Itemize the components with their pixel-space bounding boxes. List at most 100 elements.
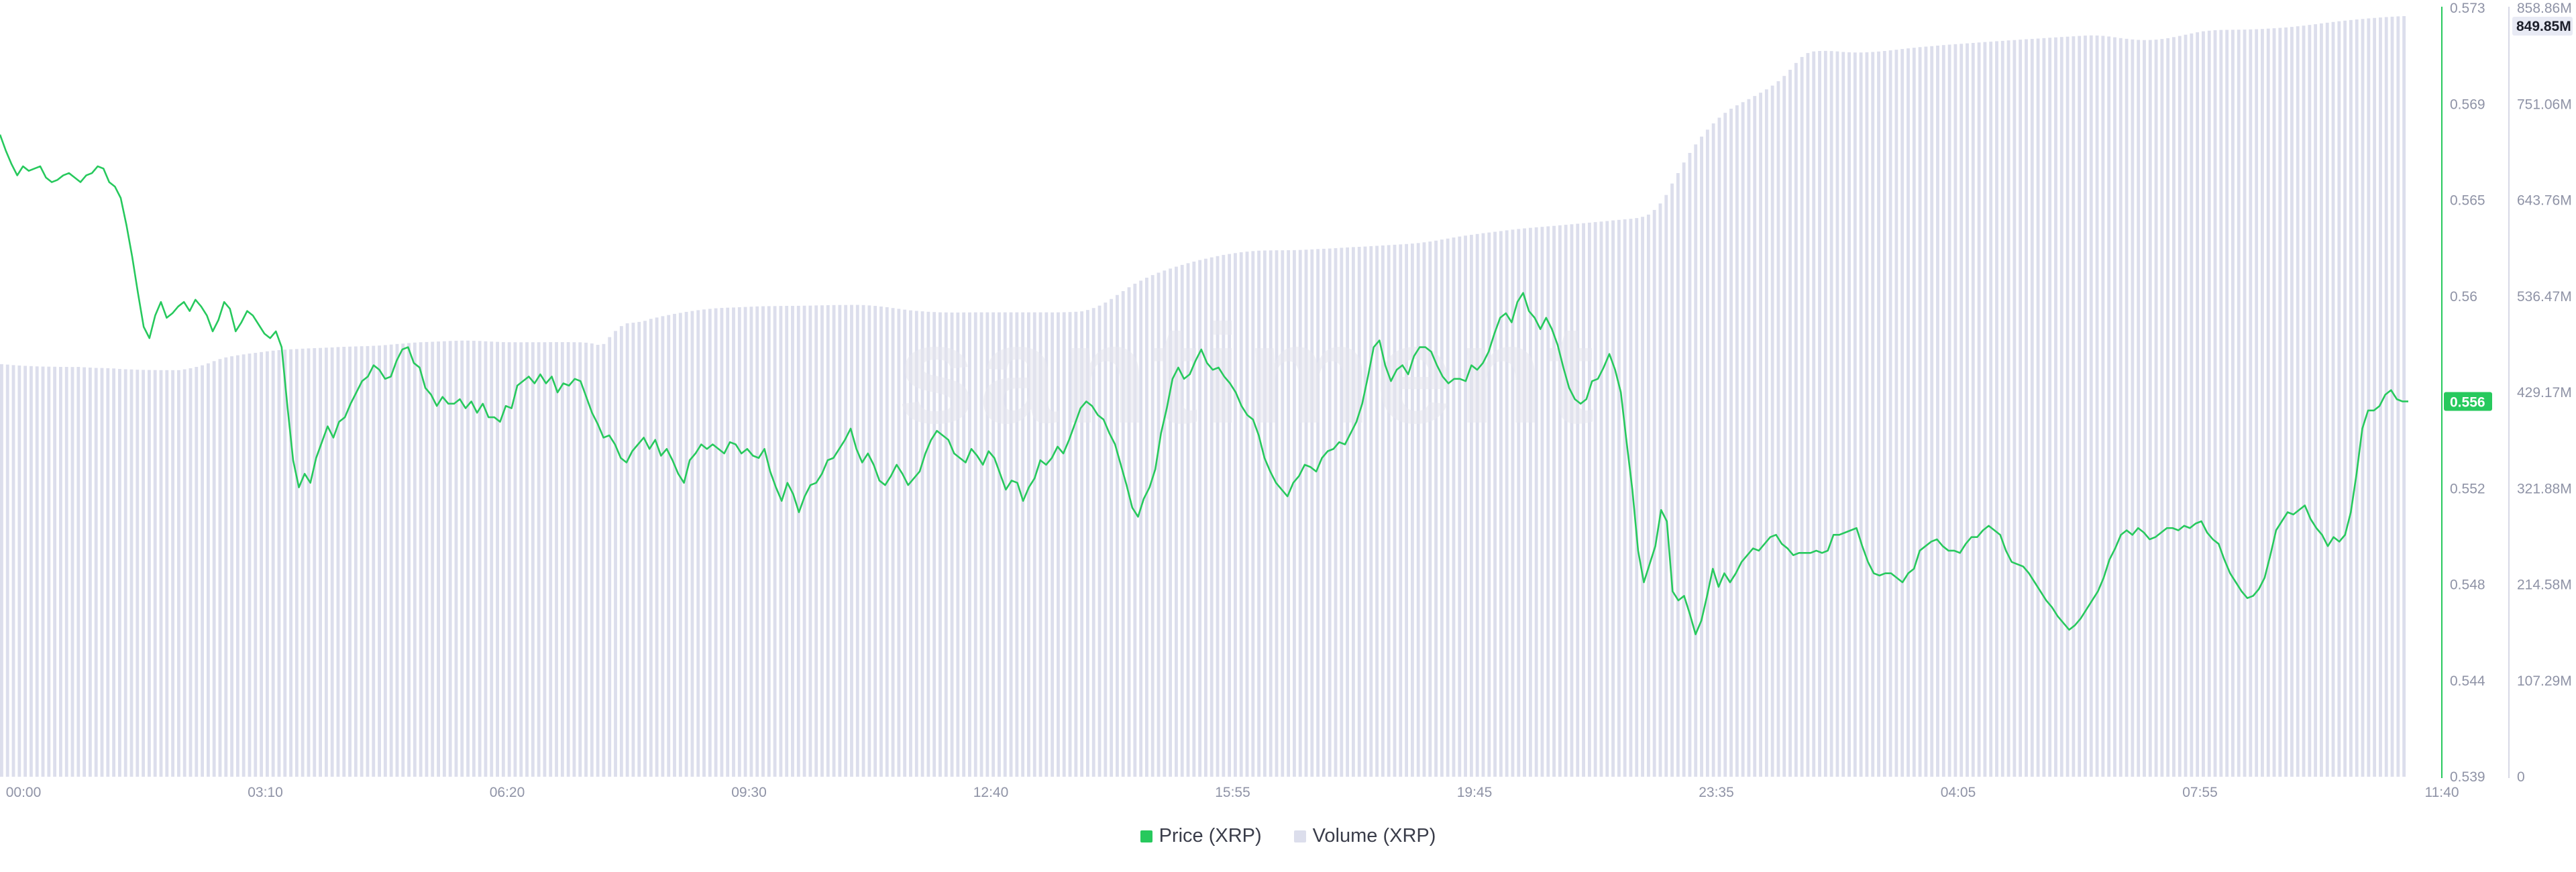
x-tick-label: 03:10 [248,785,283,800]
volume-bar [1582,223,1585,777]
volume-bar [1735,105,1739,777]
volume-bar [737,307,741,777]
volume-bar [1753,96,1757,777]
volume-bar [1475,233,1479,777]
volume-bar [844,305,848,777]
volume-bar [2107,36,2111,777]
volume-bar [1782,76,1786,777]
volume-bar [1700,136,1703,777]
volume-bar [1629,219,1633,777]
volume-tick-label: 751.06M [2517,97,2572,112]
volume-bar [2320,23,2323,777]
volume-tick-label: 321.88M [2517,481,2572,496]
volume-bar [1097,305,1102,777]
volume-bar [543,342,547,777]
volume-bar [991,312,996,777]
volume-bar [17,365,21,777]
volume-bar [1918,47,1922,777]
volume-bar [2072,36,2076,777]
volume-bar [2148,40,2152,777]
volume-tick-label: 107.29M [2517,673,2572,689]
volume-bar [785,306,789,777]
volume-bar [2089,35,2093,777]
volume-bar [956,312,960,777]
volume-bar [2036,38,2040,777]
volume-bar [1711,123,1715,777]
volume-bar [389,344,393,777]
volume-bar [1346,247,1350,777]
volume-bar [189,368,193,777]
volume-bar [354,346,358,777]
volume-bar [755,306,759,777]
volume-bar [2202,31,2205,777]
volume-bar [283,349,287,777]
volume-bar [1499,231,1503,777]
volume-bar [1823,50,1827,777]
volume-bar [254,353,258,777]
volume-bar [2379,17,2382,777]
volume-bar [897,309,901,777]
volume-bar [1930,46,1934,777]
volume-bar [820,305,824,777]
volume-bar [1044,312,1049,777]
volume-bar [2213,30,2217,777]
volume-bar [1729,109,1733,777]
volume-bar [41,366,45,777]
volume-bar [1192,261,1196,777]
volume-bar [47,366,51,777]
volume-bar [2302,25,2306,777]
volume-bar [2137,40,2141,777]
volume-bar [1481,233,1485,777]
volume-bar [732,307,735,777]
volume-bar [861,305,865,777]
volume-bar [112,368,116,777]
volume-bar [637,321,641,777]
price-tick-label: 0.544 [2450,673,2485,689]
volume-bar [1888,50,1892,777]
volume-bar [914,311,918,777]
volume-bar [979,312,983,777]
volume-bar [2373,17,2377,777]
volume-bar [673,313,676,777]
volume-bar [507,342,511,777]
volume-bar [1528,227,1532,777]
x-tick-label: 19:45 [1457,785,1493,800]
volume-bar [625,323,629,777]
price-tick-label: 0.565 [2450,193,2485,209]
volume-bar [1853,52,1857,777]
volume-bar [1139,280,1143,777]
volume-bar [58,367,62,777]
volume-bar [1127,287,1131,777]
volume-bar [1228,254,1232,777]
volume-bar [2231,30,2235,777]
volume-bar [962,312,966,777]
volume-bar [1936,45,1939,777]
volume-bar [2367,18,2371,777]
volume-bar [1157,272,1161,777]
volume-bar [584,342,588,777]
legend-item-volume[interactable]: Volume (XRP) [1293,825,1436,847]
volume-bar [182,369,186,777]
legend-item-price[interactable]: Price (XRP) [1140,825,1262,847]
volume-bar [1688,152,1692,777]
volume-bar [206,363,210,777]
price-tick-label: 0.56 [2450,289,2477,305]
volume-bar [2048,38,2052,777]
volume-bar [1847,52,1851,777]
volume-bar [1175,266,1178,777]
volume-bar [2160,39,2164,777]
volume-bar [1829,51,1833,777]
volume-bar [1835,51,1839,777]
volume-bar [496,341,499,777]
volume-bar [230,356,233,777]
volume-bar [649,319,653,777]
volume-bar [1003,312,1007,777]
volume-bar [1953,44,1957,777]
volume-bar [324,347,328,777]
volume-bar [932,312,936,777]
volume-bar [1245,252,1249,777]
volume-bar [1635,218,1639,777]
volume-bar [525,342,529,777]
volume-bar [212,361,216,777]
volume-bar [106,368,110,777]
